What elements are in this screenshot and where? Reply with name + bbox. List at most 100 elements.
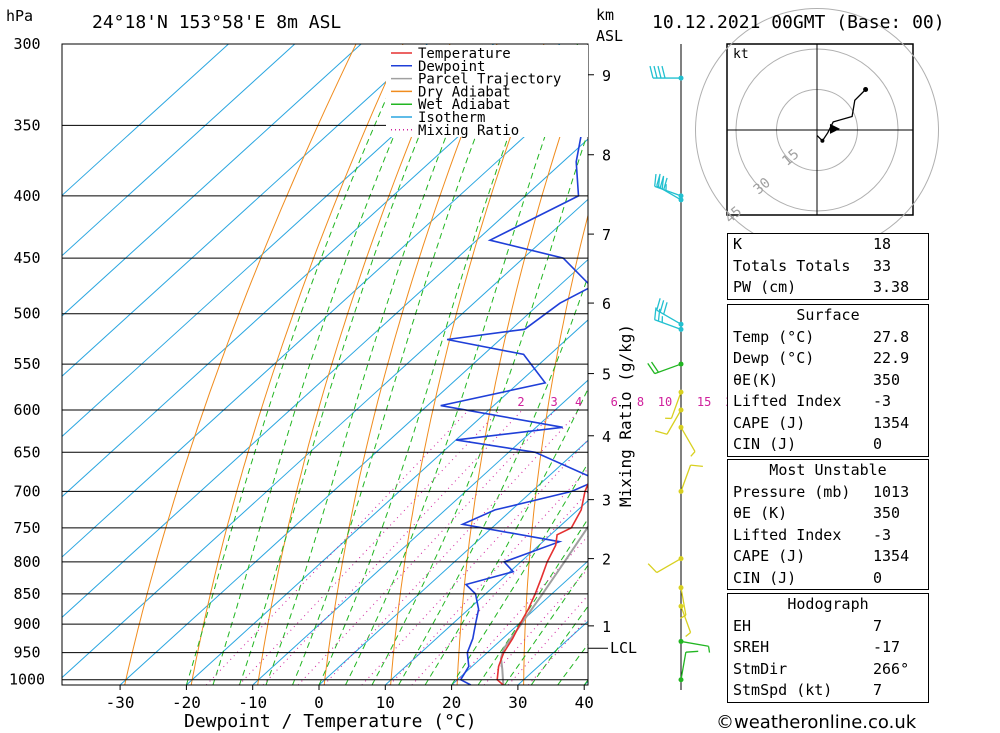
dry-adiabat-line	[323, 44, 498, 685]
wind-barb-half-feather	[685, 632, 691, 637]
wind-barb	[654, 307, 684, 332]
temperature-line	[496, 482, 588, 685]
surface-row: Lifted Index -3	[728, 391, 928, 413]
pressure-tick-label: 700	[13, 482, 40, 500]
legend-entry: Dry Adiabat	[418, 84, 511, 100]
temperature-tick-label: 10	[376, 693, 395, 712]
km-unit-label: km	[596, 6, 614, 24]
legend-entry: Parcel Trajectory	[418, 72, 561, 88]
wind-barb-staff	[680, 587, 687, 616]
wind-barb-column	[647, 44, 711, 690]
surface-title: Surface	[796, 306, 860, 324]
most-unstable-table: Most Unstable Pressure (mb) 1013 θE (K) 350…	[727, 459, 929, 590]
wind-barb-staff	[680, 426, 696, 452]
wind-barb-staff	[656, 185, 682, 201]
legend-entry: Wet Adiabat	[418, 97, 511, 113]
most-unstable-row: Lifted Index -3	[728, 525, 928, 547]
wind-barb-staff	[680, 640, 709, 647]
pressure-tick-label: 900	[13, 615, 40, 633]
wind-barb-staff	[656, 558, 682, 574]
wind-barb-station-dot	[678, 75, 684, 81]
temperature-tick-label: 40	[575, 693, 594, 712]
wind-barb-station-dot	[678, 361, 684, 367]
mixing-ratio-line	[238, 409, 500, 685]
hodograph-stat-row: EH 7	[728, 616, 928, 638]
surface-label: θE(K)	[733, 370, 779, 389]
surface-value: 350	[873, 370, 901, 389]
hodograph-stat-label: EH	[733, 616, 752, 635]
surface-label: CIN (J)	[733, 435, 797, 453]
wind-barb	[678, 638, 711, 653]
most-unstable-row: CIN (J) 0	[728, 568, 928, 590]
temperature-tick-label: 20	[442, 693, 461, 712]
mixing-ratio-label: 4	[575, 395, 582, 409]
wind-barb	[649, 65, 684, 81]
wind-barb-staff	[666, 409, 682, 435]
km-tick-label: 6	[602, 295, 611, 313]
km-tick-label: 2	[602, 551, 611, 569]
hodograph-stat-label: SREH	[733, 638, 770, 656]
wind-barb-station-dot	[678, 326, 684, 332]
pressure-tick-label: 800	[13, 553, 40, 571]
surface-value: -3	[873, 392, 892, 410]
mixing-ratio-line	[389, 468, 588, 685]
most-unstable-label: θE (K)	[733, 504, 788, 522]
wind-barb-feather	[654, 430, 668, 435]
pressure-tick-label: 450	[13, 249, 40, 267]
credit-link[interactable]: ©weatheronline.co.uk	[716, 712, 917, 733]
most-unstable-value: 1354	[873, 547, 910, 565]
dry-adiabat-line	[190, 44, 404, 685]
km-tick-label: 5	[602, 366, 611, 384]
wet-adiabat-line	[504, 564, 588, 685]
wind-barb-staff	[670, 391, 682, 419]
dewpoint-line	[440, 50, 588, 685]
mixing-ratio-line	[205, 409, 470, 685]
wind-barb-station-dot	[678, 488, 684, 494]
pw-value: 3.38	[873, 278, 910, 296]
pressure-tick-label: 950	[13, 644, 40, 662]
temperature-tick-label: -30	[106, 693, 135, 712]
parcel-trajectory-line	[499, 524, 588, 685]
wind-barb-half-feather	[707, 646, 711, 653]
pressure-unit-label: hPa	[6, 7, 33, 25]
mixing-ratio-line	[453, 535, 588, 685]
k-index-value: 18	[873, 235, 892, 253]
wind-barb-station-dot	[678, 193, 684, 199]
legend-box	[386, 45, 588, 137]
isotherm-line	[62, 44, 362, 317]
wet-adiabat-line	[424, 387, 588, 685]
wet-adiabat-line	[318, 44, 543, 685]
location-title: 24°18'N 153°58'E 8m ASL	[92, 12, 341, 33]
wind-barb-feather	[654, 173, 657, 187]
mixing-ratio-label: 3	[551, 395, 558, 409]
wind-barb-feather	[657, 65, 662, 79]
dry-adiabat-line	[390, 44, 545, 685]
km-tick-label: 8	[602, 147, 611, 165]
legend-entry: Dewpoint	[418, 59, 485, 75]
surface-value: 27.8	[873, 327, 910, 346]
pressure-tick-label: 850	[13, 585, 40, 603]
most-unstable-title: Most Unstable	[769, 461, 887, 479]
hodograph-stat-row: SREH -17	[728, 637, 928, 659]
legend-entry: Isotherm	[418, 110, 485, 126]
wind-barb-station-dot	[678, 638, 684, 644]
wind-barb-station-dot	[678, 407, 684, 413]
wet-adiabat-line	[292, 44, 512, 685]
pressure-tick-label: 500	[13, 305, 40, 323]
wind-barb-feather	[653, 65, 658, 79]
dry-adiabat-line	[124, 44, 357, 685]
wind-barb-feather	[647, 363, 656, 375]
surface-table: Surface Temp (°C) 27.8 Dewp (°C) 22.9 θE(K) 3…	[727, 304, 929, 457]
most-unstable-label: CAPE (J)	[733, 547, 806, 565]
km-tick-label: 4	[602, 428, 611, 446]
temperature-tick-label: 0	[314, 693, 324, 712]
isotherm-line	[62, 44, 229, 197]
km-tick-label: 3	[602, 492, 611, 510]
wind-barb-station-dot	[678, 389, 684, 395]
wind-barb	[656, 173, 684, 203]
pressure-tick-label: 350	[13, 116, 40, 134]
pressure-tick-label: 650	[13, 443, 40, 461]
pressure-tick-label: 600	[13, 401, 40, 419]
pw-label: PW (cm)	[733, 278, 797, 296]
